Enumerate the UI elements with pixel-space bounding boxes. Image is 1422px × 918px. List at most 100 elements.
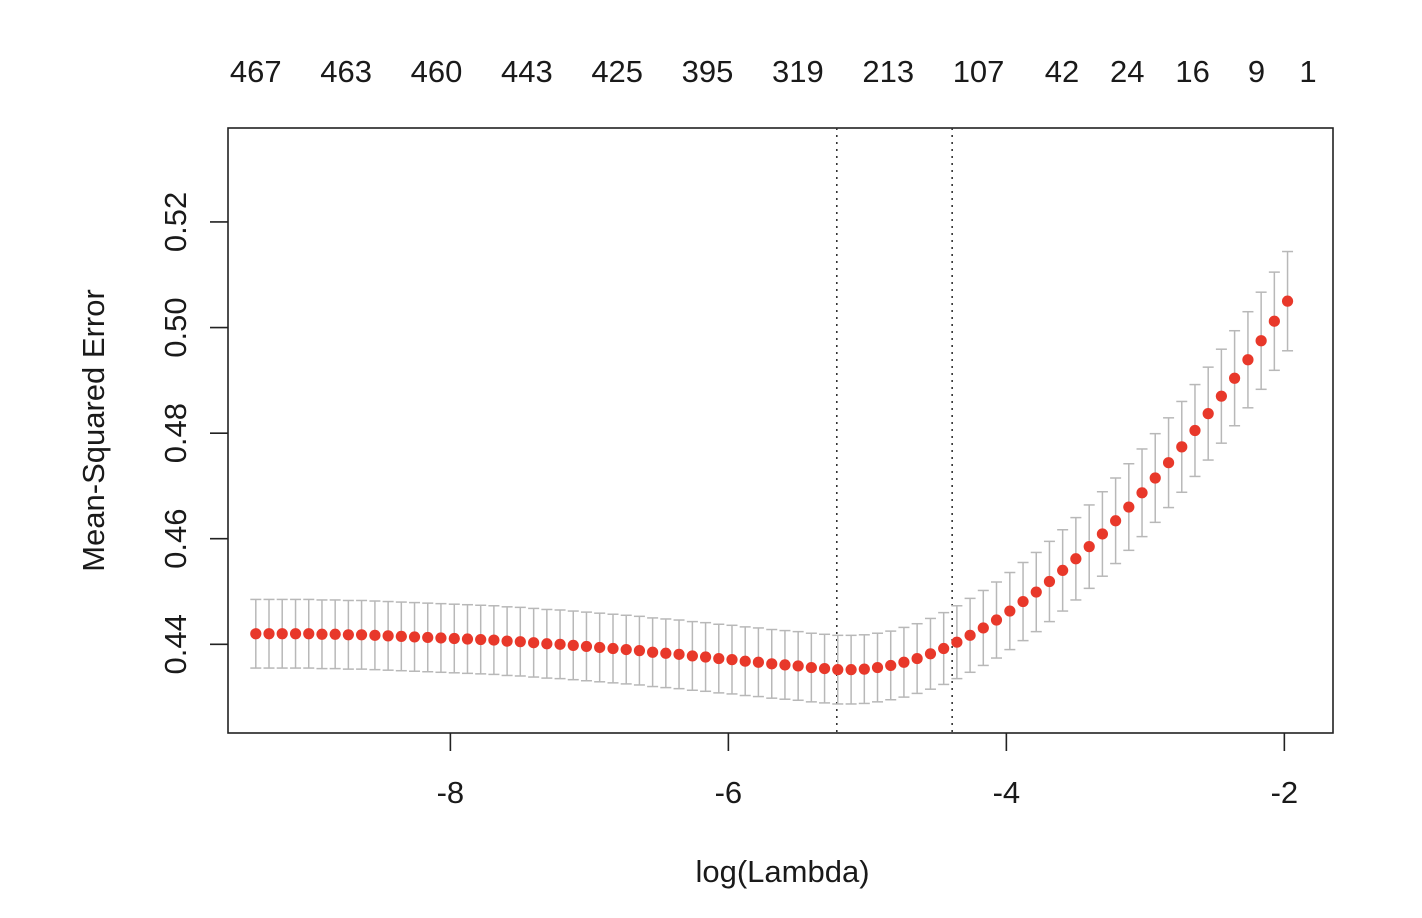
- y-tick-label: 0.52: [158, 192, 193, 252]
- data-point: [567, 639, 579, 651]
- data-point: [607, 642, 619, 655]
- data-point: [1242, 354, 1254, 366]
- data-point: [594, 641, 606, 654]
- top-axis-label: 425: [591, 54, 643, 89]
- x-tick-label: -2: [1271, 775, 1299, 810]
- y-tick-label: 0.48: [158, 403, 193, 463]
- data-point: [475, 633, 487, 646]
- data-point: [699, 651, 712, 663]
- data-point: [898, 656, 910, 668]
- data-point: [832, 664, 844, 676]
- data-point: [408, 631, 421, 643]
- data-point: [342, 629, 354, 641]
- x-tick-label: -8: [437, 775, 465, 810]
- top-axis-label: 42: [1045, 54, 1079, 89]
- top-axis-label: 1: [1299, 54, 1316, 89]
- data-point: [1057, 564, 1069, 576]
- data-point: [1070, 553, 1082, 565]
- data-point: [977, 622, 989, 634]
- data-point: [554, 638, 566, 650]
- data-point: [1149, 472, 1161, 484]
- data-point: [1030, 586, 1042, 598]
- data-point: [461, 633, 474, 645]
- top-axis-label: 319: [772, 54, 824, 89]
- top-axis-label: 213: [862, 54, 914, 89]
- data-point: [422, 631, 434, 644]
- y-tick-label: 0.44: [158, 614, 193, 674]
- top-axis-label: 24: [1110, 54, 1144, 89]
- data-point: [1136, 487, 1148, 499]
- x-tick-label: -4: [993, 775, 1021, 810]
- data-point: [276, 628, 288, 640]
- top-axis-label: 107: [953, 54, 1005, 89]
- data-point: [752, 656, 765, 668]
- data-point: [395, 630, 407, 642]
- data-point: [766, 658, 778, 670]
- data-point: [355, 629, 368, 641]
- data-point: [818, 662, 831, 675]
- data-point: [1110, 515, 1122, 527]
- data-point: [990, 614, 1003, 626]
- top-axis-label: 9: [1248, 54, 1265, 89]
- data-point: [435, 632, 447, 644]
- y-tick-label: 0.50: [158, 297, 193, 357]
- data-point: [911, 652, 923, 665]
- data-point: [924, 648, 937, 660]
- data-point: [1004, 605, 1016, 617]
- data-point: [514, 636, 526, 648]
- data-point: [250, 628, 262, 640]
- data-point: [1228, 372, 1241, 384]
- data-point: [713, 652, 725, 665]
- x-axis-title: log(Lambda): [695, 854, 869, 889]
- data-point: [1215, 390, 1227, 402]
- data-point: [369, 629, 381, 641]
- data-point: [541, 638, 553, 650]
- top-axis-label: 460: [411, 54, 463, 89]
- top-axis-label: 395: [682, 54, 734, 89]
- data-point: [263, 628, 275, 640]
- data-point: [1043, 575, 1056, 588]
- data-point: [329, 628, 341, 640]
- top-axis-label: 467: [230, 54, 282, 89]
- data-point: [1017, 595, 1029, 608]
- data-point: [1189, 424, 1201, 437]
- data-point: [528, 637, 540, 649]
- top-axis-label: 443: [501, 54, 553, 89]
- data-point: [726, 654, 738, 666]
- data-point: [316, 628, 328, 640]
- top-axis-label: 16: [1175, 54, 1209, 89]
- data-point: [964, 629, 976, 641]
- data-point: [660, 647, 672, 659]
- data-point: [501, 635, 513, 647]
- data-point: [871, 661, 884, 674]
- data-point: [488, 634, 500, 646]
- x-tick-label: -6: [715, 775, 743, 810]
- data-point: [448, 632, 460, 645]
- y-tick-label: 0.46: [158, 509, 193, 569]
- data-point: [885, 659, 897, 672]
- data-point: [1083, 541, 1095, 553]
- data-point: [1096, 528, 1109, 540]
- data-point: [620, 643, 632, 656]
- data-point: [303, 628, 315, 640]
- data-point: [792, 660, 804, 672]
- data-point: [1162, 457, 1175, 469]
- data-point: [1268, 315, 1280, 327]
- data-point: [779, 659, 791, 671]
- data-point: [951, 636, 963, 648]
- data-point: [805, 661, 817, 674]
- data-point: [845, 664, 857, 676]
- top-axis-label: 463: [320, 54, 372, 89]
- data-point: [938, 642, 950, 655]
- data-point: [289, 628, 302, 640]
- data-point: [1255, 335, 1267, 347]
- data-point: [1202, 408, 1214, 420]
- data-point: [673, 648, 685, 660]
- data-point: [739, 655, 751, 667]
- data-point: [633, 645, 646, 657]
- data-point: [1176, 441, 1188, 453]
- data-point: [580, 640, 593, 653]
- data-point: [647, 646, 659, 658]
- data-point: [1123, 501, 1135, 513]
